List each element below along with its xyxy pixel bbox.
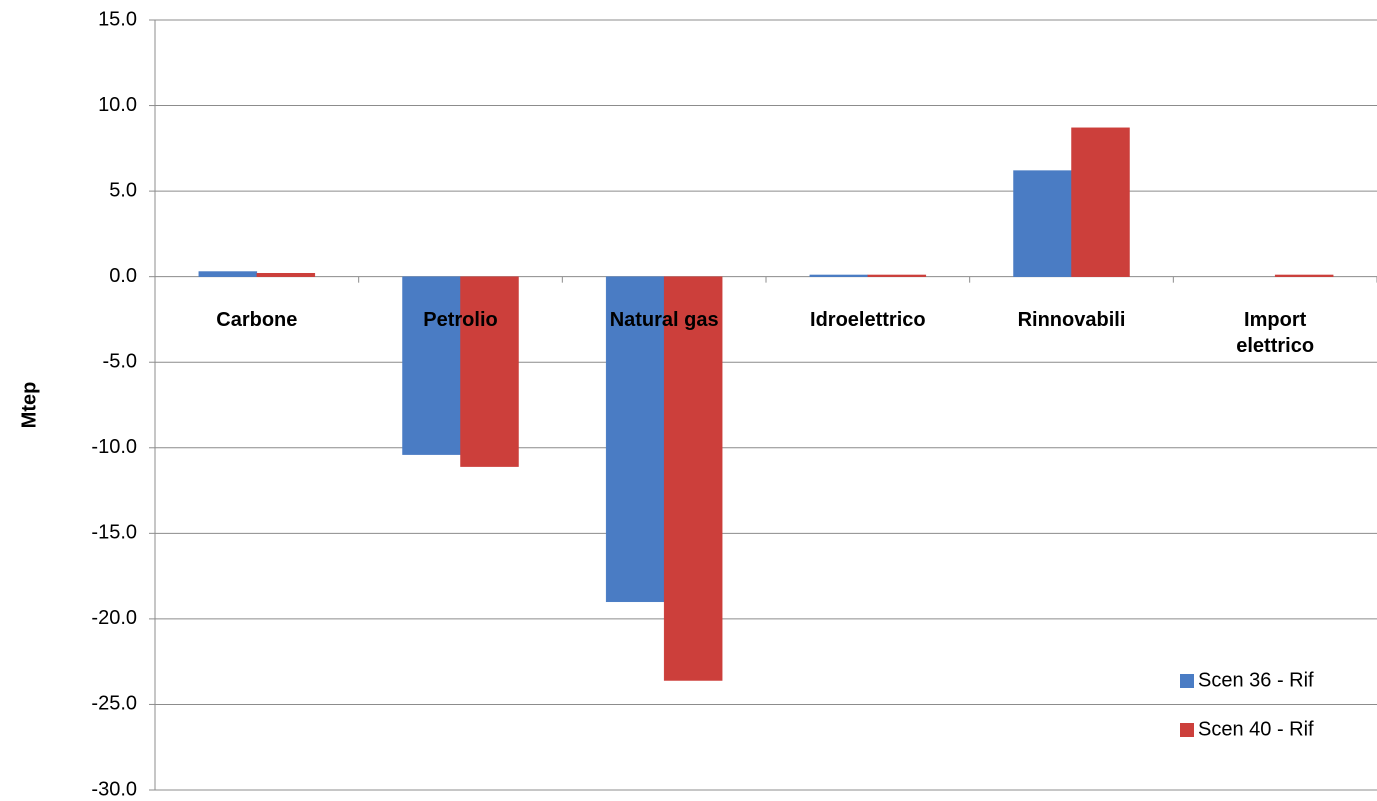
y-tick-label: -30.0 [91, 778, 137, 800]
y-tick-label: 15.0 [98, 8, 137, 30]
bar [867, 274, 927, 277]
y-tick-label: -15.0 [91, 522, 137, 544]
y-tick-label: -5.0 [103, 351, 137, 373]
x-tick-label: Petrolio [423, 308, 498, 331]
x-tick-label: Natural gas [609, 308, 719, 331]
legend-swatch [1180, 674, 1194, 688]
legend-label: Scen 40 - Rif [1198, 718, 1314, 740]
x-tick-label: Import elettrico [1236, 308, 1315, 357]
y-tick-label: -25.0 [91, 693, 137, 715]
bar [460, 276, 519, 467]
x-tick-label: Rinnovabili [1017, 308, 1126, 331]
y-axis-title: Mtep [18, 382, 40, 429]
bar [1274, 274, 1334, 277]
bar [256, 272, 316, 277]
legend-swatch [1180, 723, 1194, 737]
bar [198, 271, 258, 277]
bar [1013, 170, 1072, 277]
y-tick-label: 5.0 [109, 179, 137, 201]
bar [1071, 127, 1130, 277]
y-tick-label: 0.0 [109, 265, 137, 287]
x-tick-label: Carbone [216, 308, 298, 331]
bar [663, 276, 723, 681]
bar [402, 276, 461, 455]
y-tick-label: -20.0 [91, 607, 137, 629]
y-tick-label: 10.0 [98, 94, 137, 116]
x-tick-label: Idroelettrico [810, 308, 926, 331]
legend-label: Scen 36 - Rif [1198, 669, 1314, 691]
y-tick-label: -10.0 [91, 436, 137, 458]
bar [809, 274, 869, 277]
